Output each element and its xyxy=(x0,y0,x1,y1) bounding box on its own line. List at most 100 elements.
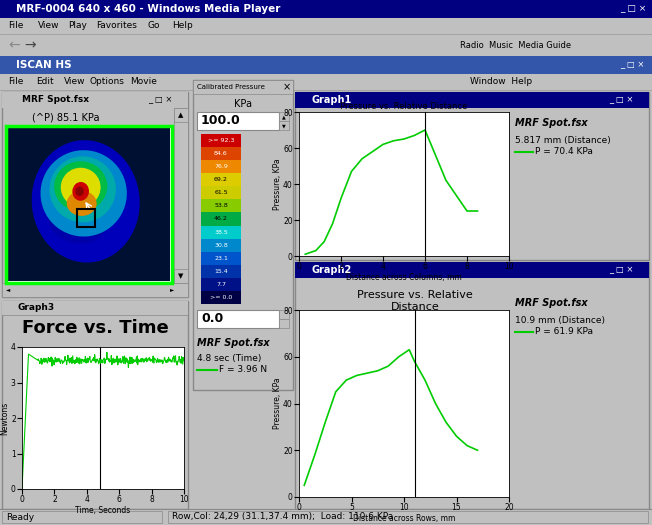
Text: >= 92.3: >= 92.3 xyxy=(208,138,234,143)
Text: 15.4: 15.4 xyxy=(214,269,228,274)
Text: Ready: Ready xyxy=(6,512,34,521)
Bar xyxy=(197,310,279,328)
Text: F = 3.96 N: F = 3.96 N xyxy=(219,365,267,374)
X-axis label: Time, Seconds: Time, Seconds xyxy=(76,506,130,514)
Bar xyxy=(2,283,188,297)
Y-axis label: Pressure, KPa: Pressure, KPa xyxy=(273,158,282,210)
Ellipse shape xyxy=(50,156,116,222)
Bar xyxy=(193,80,293,390)
Text: 30.8: 30.8 xyxy=(214,243,228,248)
Text: Force vs. Time: Force vs. Time xyxy=(22,319,168,337)
Bar xyxy=(279,310,289,319)
Bar xyxy=(201,173,241,186)
Bar xyxy=(197,112,279,130)
Bar xyxy=(8,128,170,281)
Ellipse shape xyxy=(61,167,100,207)
Text: ▲: ▲ xyxy=(178,112,184,118)
Text: (^P) 85.1 KPa: (^P) 85.1 KPa xyxy=(32,112,100,122)
Title: Pressure vs. Relative Distance: Pressure vs. Relative Distance xyxy=(340,102,467,111)
Bar xyxy=(0,0,652,18)
Bar xyxy=(2,301,188,315)
Bar xyxy=(201,265,241,278)
Text: 10.9 mm (Distance): 10.9 mm (Distance) xyxy=(515,316,605,325)
Bar xyxy=(201,186,241,200)
Bar xyxy=(201,226,241,239)
Text: 23.1: 23.1 xyxy=(214,256,228,261)
Text: Radio  Music  Media Guide: Radio Music Media Guide xyxy=(460,40,571,49)
Text: Window  Help: Window Help xyxy=(470,78,532,87)
Text: _ □ ×: _ □ × xyxy=(620,5,646,14)
Text: View: View xyxy=(38,22,59,30)
Text: Calibrated Pressure: Calibrated Pressure xyxy=(197,84,265,90)
Text: Edit: Edit xyxy=(36,78,53,87)
Text: File: File xyxy=(8,22,23,30)
Bar xyxy=(201,200,241,213)
Text: Movie: Movie xyxy=(130,78,157,87)
Bar xyxy=(193,80,293,94)
Text: 5.817 mm (Distance): 5.817 mm (Distance) xyxy=(515,136,611,145)
X-axis label: Distance across Columns, mm: Distance across Columns, mm xyxy=(346,272,462,281)
Text: Pressure vs. Relative
Distance: Pressure vs. Relative Distance xyxy=(357,290,473,312)
Ellipse shape xyxy=(72,182,89,201)
Text: Graph3: Graph3 xyxy=(18,303,55,312)
Bar xyxy=(2,511,162,523)
Text: Graph1: Graph1 xyxy=(311,95,351,105)
Bar xyxy=(201,251,241,265)
Text: MRF Spot.fsx: MRF Spot.fsx xyxy=(515,118,587,128)
Text: ←: ← xyxy=(8,38,20,52)
Bar xyxy=(174,269,188,283)
Bar xyxy=(279,319,289,328)
Text: >= 0.0: >= 0.0 xyxy=(210,295,232,300)
Text: ×: × xyxy=(283,82,291,92)
Text: Options: Options xyxy=(90,78,125,87)
Bar xyxy=(295,262,649,509)
Text: P = 70.4 KPa: P = 70.4 KPa xyxy=(535,148,593,156)
Text: View: View xyxy=(64,78,85,87)
Text: 69.2: 69.2 xyxy=(214,177,228,182)
Text: Graph2: Graph2 xyxy=(311,265,351,275)
Bar xyxy=(201,278,241,291)
Bar xyxy=(6,126,172,283)
Text: 53.8: 53.8 xyxy=(214,203,228,208)
Ellipse shape xyxy=(54,161,107,212)
Text: Row,Col: 24,29 (31.1,37.4 mm);  Load: 110.6 KPa: Row,Col: 24,29 (31.1,37.4 mm); Load: 110… xyxy=(172,512,393,521)
Ellipse shape xyxy=(49,199,106,244)
Text: MRF Spot.fsx: MRF Spot.fsx xyxy=(197,338,270,348)
Text: 84.6: 84.6 xyxy=(214,151,228,156)
Text: _ □ ×: _ □ × xyxy=(620,60,644,69)
Text: 100.0: 100.0 xyxy=(201,114,241,128)
Text: Help: Help xyxy=(172,22,193,30)
Text: MRF Spot.fsx: MRF Spot.fsx xyxy=(22,96,89,104)
Bar xyxy=(279,112,289,121)
Text: 4.8 sec (Time): 4.8 sec (Time) xyxy=(197,354,261,363)
Bar xyxy=(0,74,652,90)
Y-axis label: Pressure, KPa: Pressure, KPa xyxy=(273,377,282,429)
Text: Go: Go xyxy=(148,22,160,30)
Bar xyxy=(2,92,188,108)
Text: 61.5: 61.5 xyxy=(215,191,228,195)
Bar xyxy=(6,126,172,283)
Ellipse shape xyxy=(40,150,127,237)
Bar xyxy=(279,121,289,130)
Text: 0.0: 0.0 xyxy=(201,312,223,326)
Text: 46.2: 46.2 xyxy=(214,216,228,222)
Text: _ □ ×: _ □ × xyxy=(148,96,172,104)
Bar xyxy=(77,209,95,227)
Bar xyxy=(0,34,652,56)
Bar xyxy=(201,239,241,251)
Text: _ □ ×: _ □ × xyxy=(609,96,633,104)
Bar xyxy=(2,92,188,297)
Bar xyxy=(201,147,241,160)
Text: MRF Spot.fsx: MRF Spot.fsx xyxy=(515,298,587,308)
Y-axis label: Force,
Newtons: Force, Newtons xyxy=(0,402,10,435)
Bar xyxy=(201,134,241,147)
Text: Play: Play xyxy=(68,22,87,30)
Text: ▼: ▼ xyxy=(178,273,184,279)
Ellipse shape xyxy=(76,187,84,196)
Bar xyxy=(201,291,241,304)
Bar xyxy=(0,18,652,34)
Bar xyxy=(0,56,652,74)
X-axis label: Distance across Rows, mm: Distance across Rows, mm xyxy=(353,513,455,523)
Text: KPa: KPa xyxy=(234,99,252,109)
Bar xyxy=(295,92,649,108)
